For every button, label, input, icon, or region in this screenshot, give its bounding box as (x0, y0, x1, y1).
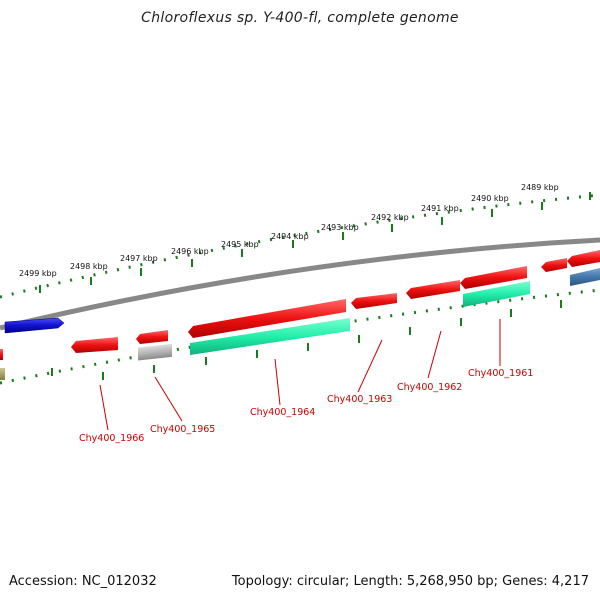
tick-label-2497: 2497 kbp (120, 254, 158, 263)
leader-line-1963 (357, 339, 383, 393)
inner-scale-line (0, 288, 600, 385)
forward-feature-blue[interactable] (4, 317, 65, 334)
tick-label-2489: 2489 kbp (521, 183, 559, 192)
leader-line-1966 (99, 384, 109, 431)
gene-label-1965: Chy400_1965 (150, 424, 215, 435)
genome-stats-label: Topology: circular; Length: 5,268,950 bp… (231, 574, 589, 589)
tick-label-2495: 2495 kbp (221, 240, 259, 249)
gene-label-1964: Chy400_1964 (250, 407, 315, 418)
cds-feature-right-1[interactable] (541, 258, 567, 272)
leader-line-1965 (154, 376, 183, 422)
tick-label-2494: 2494 kbp (271, 232, 309, 241)
cds-feature-left-edge[interactable] (0, 349, 3, 360)
olive-feature[interactable] (0, 368, 5, 380)
gene-chy400-1964-rna[interactable] (190, 318, 350, 355)
accession-label: Accession: NC_012032 (9, 574, 157, 589)
gene-chy400-1962-feature[interactable] (406, 280, 460, 299)
tick-label-2492: 2492 kbp (371, 213, 409, 222)
tick-label-2496: 2496 kbp (171, 247, 209, 256)
gene-chy400-1965-feature[interactable] (136, 330, 168, 344)
gene-label-1966: Chy400_1966 (79, 433, 144, 444)
tick-label-2499: 2499 kbp (19, 269, 57, 278)
outer-major-ticks (39, 192, 591, 293)
gene-label-1963: Chy400_1963 (327, 394, 392, 405)
gene-chy400-1963-feature[interactable] (351, 293, 397, 309)
tick-label-2498: 2498 kbp (70, 262, 108, 271)
map-title: Chloroflexus sp. Y-400-fl, complete geno… (141, 10, 459, 26)
tick-label-2493: 2493 kbp (321, 223, 359, 232)
grey-feature[interactable] (138, 343, 172, 361)
forward-feature-steel[interactable] (570, 268, 600, 286)
gene-label-1962: Chy400_1962 (397, 382, 462, 393)
gene-chy400-1966-feature[interactable] (71, 337, 118, 353)
gene-chy400-1961-rna[interactable] (463, 281, 530, 307)
tick-label-2490: 2490 kbp (471, 194, 509, 203)
gene-label-1961: Chy400_1961 (468, 368, 533, 379)
tick-label-2491: 2491 kbp (421, 204, 459, 213)
leader-line-1962 (427, 330, 442, 379)
inner-major-ticks (51, 300, 562, 380)
gene-chy400-1961-feature[interactable] (460, 266, 527, 289)
genome-backbone (0, 237, 600, 331)
cds-feature-right-2[interactable] (567, 250, 600, 267)
leader-line-1964 (274, 358, 281, 406)
gene-chy400-1964-feature[interactable] (188, 299, 346, 338)
